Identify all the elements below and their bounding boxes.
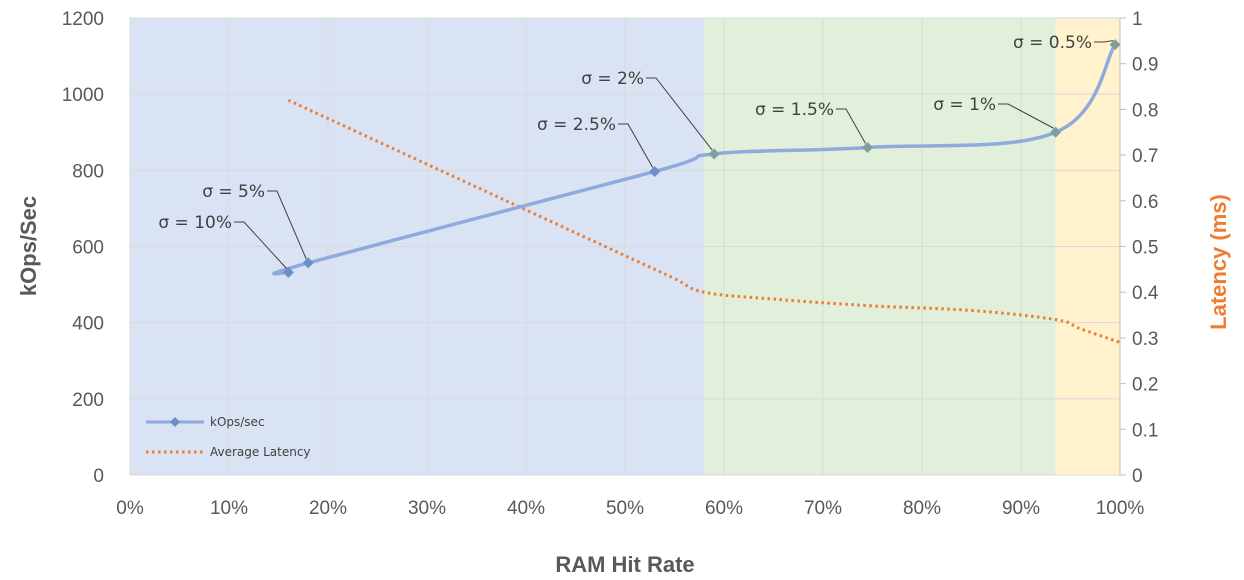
x-axis-title: RAM Hit Rate — [555, 552, 694, 577]
x-tick-label: 30% — [408, 498, 446, 519]
kops-marker — [1050, 126, 1062, 138]
series-latency — [287, 98, 1121, 344]
y-left-tick-label: 0 — [93, 466, 104, 487]
legend: kOps/sec Average Latency — [146, 415, 311, 459]
legend-kops-marker — [170, 417, 180, 427]
y-right-tick-label: 0.8 — [1132, 100, 1158, 121]
x-tick-label: 0% — [116, 498, 144, 519]
annotation-label: σ = 10% — [158, 213, 232, 233]
y-right-tick-label: 0.7 — [1132, 146, 1158, 167]
x-tick-label: 40% — [507, 498, 545, 519]
x-tick-label: 10% — [210, 498, 248, 519]
y-left-tick-label: 400 — [72, 314, 104, 335]
x-tick-label: 60% — [705, 498, 743, 519]
annotation-label: σ = 1.5% — [755, 100, 834, 120]
y-right-tick-label: 0.9 — [1132, 55, 1158, 76]
y-left-tick-label: 1200 — [62, 9, 104, 30]
kops-marker — [649, 165, 661, 177]
annotation-leader — [836, 108, 866, 144]
annotations: σ = 10% σ = 5% σ = 2.5% σ = 2% σ = 1.5% σ = 1… — [158, 33, 1114, 269]
annotation-label: σ = 1% — [933, 95, 996, 115]
annotation-leader — [234, 221, 287, 269]
kops-marker — [302, 257, 314, 269]
x-tick-label: 70% — [804, 498, 842, 519]
y-right-tick-label: 0.3 — [1132, 329, 1158, 350]
annotation-leader — [267, 190, 307, 260]
y-right-tick-label: 0.2 — [1132, 375, 1158, 396]
tick-labels: 0 200 400 600 800 1000 1200 0 0.1 0.2 0.3 0.4 0.5 0.6… — [62, 9, 1159, 519]
x-tick-label: 50% — [606, 498, 644, 519]
annotation-label: σ = 2% — [581, 69, 644, 89]
y-axis-left-title: kOps/Sec — [16, 196, 41, 296]
annotation-label: σ = 2.5% — [537, 115, 616, 135]
legend-kops-label: kOps/sec — [210, 415, 265, 429]
series-kops — [272, 39, 1121, 278]
axes — [1119, 17, 1126, 476]
x-tick-label: 80% — [903, 498, 941, 519]
annotation-leader — [618, 123, 654, 168]
annotation-leader — [998, 103, 1054, 129]
x-tick-label: 90% — [1002, 498, 1040, 519]
annotation-leader — [1094, 40, 1114, 43]
kops-marker — [1109, 39, 1121, 51]
legend-latency-label: Average Latency — [210, 445, 311, 459]
y-right-tick-label: 0.6 — [1132, 192, 1158, 213]
y-right-tick-label: 0.5 — [1132, 238, 1158, 259]
y-axis-right-title: Latency (ms) — [1206, 194, 1231, 330]
kops-marker — [708, 148, 720, 160]
x-tick-label: 100% — [1096, 498, 1145, 519]
annotation-label: σ = 5% — [202, 182, 265, 202]
kops-marker — [862, 141, 874, 153]
kops-marker — [282, 266, 294, 278]
y-left-tick-label: 800 — [72, 161, 104, 182]
y-right-tick-label: 0 — [1132, 466, 1143, 487]
kops-line — [272, 43, 1117, 276]
annotation-label: σ = 0.5% — [1013, 33, 1092, 53]
y-right-tick-label: 0.4 — [1132, 283, 1159, 304]
gridlines — [129, 17, 1121, 476]
y-right-tick-label: 1 — [1132, 9, 1143, 30]
y-left-tick-label: 200 — [72, 390, 104, 411]
x-tick-label: 20% — [309, 498, 347, 519]
annotation-leader — [646, 77, 713, 151]
y-right-tick-label: 0.1 — [1132, 420, 1158, 441]
latency-line — [287, 98, 1121, 344]
y-left-tick-label: 1000 — [62, 85, 104, 106]
y-left-tick-label: 600 — [72, 238, 104, 259]
